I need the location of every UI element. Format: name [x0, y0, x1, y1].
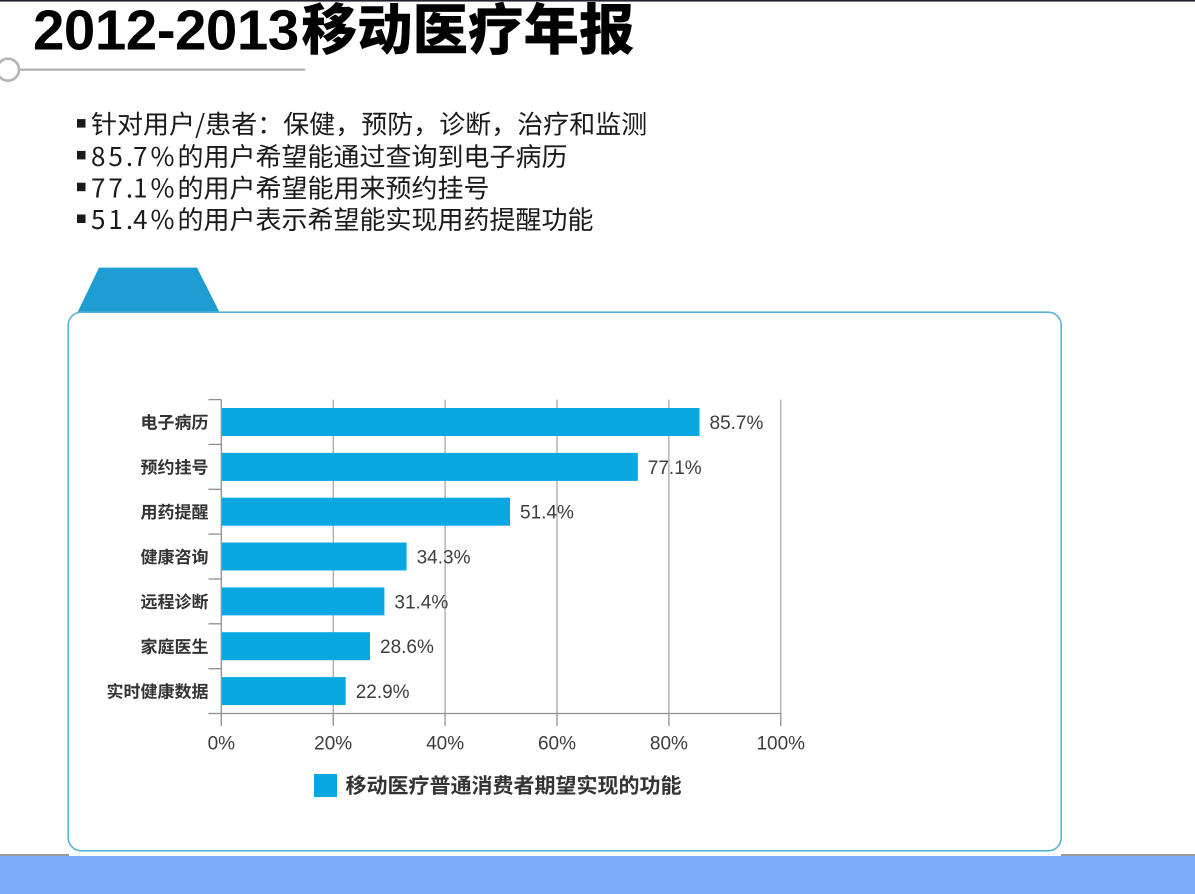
svg-text:34.3%: 34.3%: [417, 547, 471, 568]
svg-text:40%: 40%: [426, 734, 464, 755]
svg-text:2012-2013: 2012-2013: [33, 0, 299, 62]
svg-text:28.6%: 28.6%: [380, 637, 434, 658]
svg-text:80%: 80%: [650, 734, 688, 755]
svg-text:77.1%: 77.1%: [648, 458, 702, 479]
svg-text:20%: 20%: [314, 734, 352, 755]
svg-text:51.4%: 51.4%: [520, 503, 574, 524]
svg-text:60%: 60%: [538, 734, 576, 755]
svg-text:0%: 0%: [208, 734, 236, 755]
svg-text:22.9%: 22.9%: [356, 682, 410, 703]
svg-text:31.4%: 31.4%: [394, 592, 448, 613]
svg-text:100%: 100%: [756, 734, 805, 755]
svg-text:85.7%: 85.7%: [710, 413, 764, 434]
